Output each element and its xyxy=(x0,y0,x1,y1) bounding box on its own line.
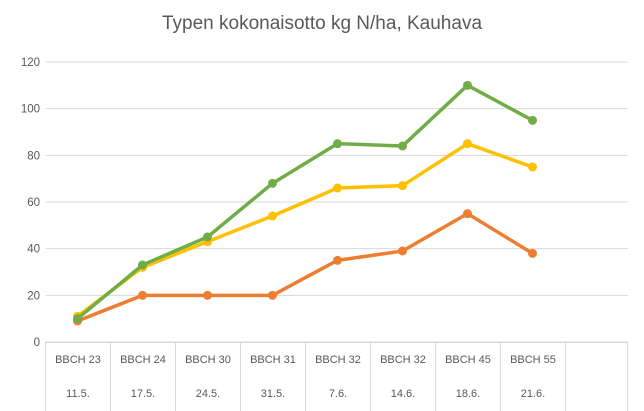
chart-title: Typen kokonaisotto kg N/ha, Kauhava xyxy=(161,13,483,34)
date-label: 17.5. xyxy=(130,388,156,400)
data-point-marker-green xyxy=(203,232,212,242)
data-point-marker-yellow xyxy=(463,139,472,149)
x-axis-label-table: BBCH 23 11.5. BBCH 24 17.5. BBCH 30 24.5. BBCH… xyxy=(45,342,628,411)
date-label: 14.6. xyxy=(390,388,416,400)
data-point-marker-green xyxy=(398,141,407,151)
series-line-orange xyxy=(75,211,535,323)
x-axis-category-cell: BBCH 45 18.6. xyxy=(436,343,501,411)
data-point-marker-green xyxy=(73,314,82,324)
date-label: 24.5. xyxy=(195,388,221,400)
date-label: 31.5. xyxy=(260,388,286,400)
bbch-label: BBCH 23 xyxy=(55,354,101,366)
series-line-green xyxy=(75,83,535,321)
bbch-label: BBCH 32 xyxy=(315,354,361,366)
x-axis-category-cell: BBCH 32 14.6. xyxy=(371,343,436,411)
date-label: 18.6. xyxy=(455,388,481,400)
bbch-label: BBCH 45 xyxy=(445,354,491,366)
bbch-label: BBCH 55 xyxy=(510,354,556,366)
date-label: 7.6. xyxy=(328,388,348,400)
data-point-marker-green xyxy=(463,80,472,90)
series-line-yellow xyxy=(75,141,535,319)
x-axis-category-cell: BBCH 31 31.5. xyxy=(241,343,306,411)
y-axis-tick-label: 0 xyxy=(34,337,40,349)
y-axis-tick-label: 60 xyxy=(27,197,40,209)
date-label: 11.5. xyxy=(66,388,90,400)
data-point-marker-green xyxy=(268,178,277,188)
data-point-marker-yellow xyxy=(398,181,407,191)
data-point-marker-yellow xyxy=(528,162,537,172)
data-point-marker-orange xyxy=(333,255,342,265)
data-point-marker-green xyxy=(528,115,537,125)
data-point-marker-green xyxy=(333,139,342,149)
x-axis-category-cell: BBCH 24 17.5. xyxy=(111,343,176,411)
date-label: 21.6. xyxy=(520,388,546,400)
bbch-label: BBCH 30 xyxy=(185,354,231,366)
bbch-label: BBCH 24 xyxy=(120,354,166,366)
data-point-marker-orange xyxy=(528,248,537,258)
data-point-marker-orange xyxy=(138,290,147,300)
data-point-marker-orange xyxy=(203,290,212,300)
data-point-marker-green xyxy=(138,260,147,270)
y-axis-tick-label: 40 xyxy=(27,244,40,256)
bbch-label: BBCH 32 xyxy=(380,354,426,366)
y-axis-tick-label: 100 xyxy=(21,104,40,116)
data-point-marker-orange xyxy=(268,290,277,300)
data-point-marker-orange xyxy=(398,246,407,256)
data-point-marker-yellow xyxy=(268,211,277,221)
bbch-label: BBCH 31 xyxy=(250,354,296,366)
x-axis-category-cell: BBCH 23 11.5. xyxy=(46,343,111,411)
x-axis-category-cell: BBCH 30 24.5. xyxy=(176,343,241,411)
y-axis-tick-label: 80 xyxy=(27,150,40,162)
data-point-marker-orange xyxy=(463,209,472,219)
data-point-marker-yellow xyxy=(333,183,342,193)
x-axis-category-cell: BBCH 55 21.6. xyxy=(501,343,566,411)
x-axis-category-cell: BBCH 32 7.6. xyxy=(306,343,371,411)
y-axis-tick-label: 120 xyxy=(21,57,40,69)
x-axis-empty-cell xyxy=(566,343,628,411)
y-axis-tick-label: 20 xyxy=(27,290,40,302)
